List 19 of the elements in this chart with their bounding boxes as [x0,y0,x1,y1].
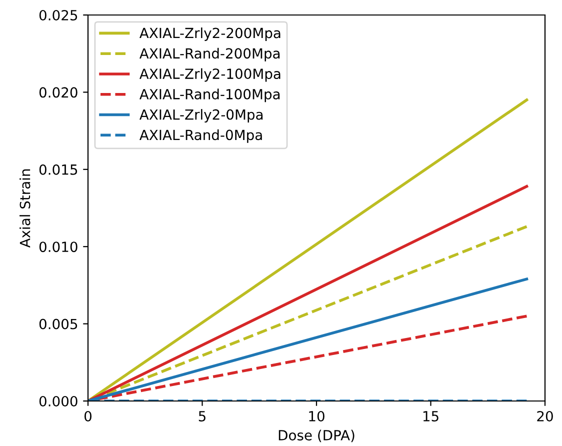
x-tick-label: 15 [423,411,438,422]
x-axis-title: Dose (DPA) [278,430,354,442]
x-tick-label: 10 [309,410,324,422]
legend-label: AXIAL-Rand-200Mpa [139,48,280,62]
x-tick-label: 20 [537,410,553,422]
x-tick-label: 5 [198,411,206,422]
y-axis-title: Axial Strain [20,169,30,248]
y-tick-label: 0.005 [39,318,78,330]
x-tick-label: 0 [84,410,92,422]
legend-label: AXIAL-Rand-0Mpa [139,129,262,143]
y-tick-label: 0.000 [39,396,78,406]
y-tick-label: 0.025 [39,10,78,20]
legend-label: AXIAL-Zrly2-100Mpa [139,68,280,82]
legend-label: AXIAL-Rand-100Mpa [139,88,280,102]
y-tick-label: 0.010 [39,242,78,252]
y-tick-label: 0.020 [39,87,78,98]
legend-label: AXIAL-Zrly2-200Mpa [139,28,280,41]
legend-label: AXIAL-Zrly2-0Mpa [139,109,263,122]
y-tick-label: 0.015 [39,164,78,175]
